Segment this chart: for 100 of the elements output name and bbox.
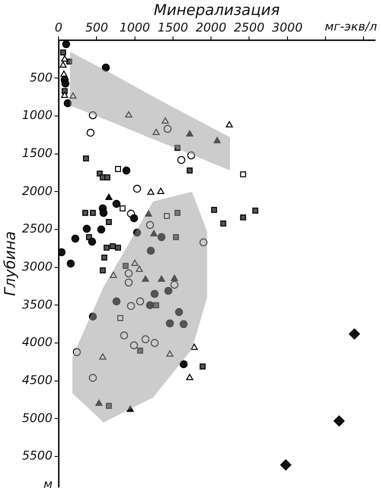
y-tick-label: 2500 [22, 222, 53, 236]
point [104, 174, 110, 180]
point [102, 64, 110, 72]
point [162, 117, 169, 124]
point [170, 280, 178, 289]
point [124, 278, 133, 287]
point [146, 246, 155, 255]
point [187, 151, 196, 160]
point [152, 128, 160, 135]
point [214, 137, 221, 144]
point [142, 275, 149, 282]
point [150, 290, 159, 298]
point [220, 220, 226, 226]
point [146, 221, 154, 230]
point [110, 272, 117, 278]
point [280, 459, 292, 470]
point [180, 320, 188, 328]
point [72, 348, 81, 356]
point [133, 228, 142, 237]
point [101, 254, 108, 261]
point [158, 275, 166, 282]
point [122, 166, 130, 175]
y-tick-label: 5000 [22, 410, 53, 425]
point [58, 248, 66, 256]
point [82, 210, 88, 216]
point [186, 130, 194, 136]
point [166, 350, 174, 357]
point [133, 184, 142, 193]
point [177, 156, 186, 164]
point [157, 188, 164, 194]
point [82, 224, 91, 233]
point [136, 266, 143, 272]
point [97, 226, 106, 234]
point [124, 269, 133, 278]
point [173, 234, 179, 240]
point [60, 70, 68, 77]
point [60, 50, 66, 56]
point [66, 260, 75, 268]
point [348, 328, 360, 340]
point [99, 353, 106, 360]
point [157, 233, 166, 242]
point [112, 297, 120, 306]
point [150, 230, 158, 236]
point [122, 262, 129, 269]
point [170, 274, 178, 281]
point [105, 194, 112, 200]
point [240, 171, 246, 178]
point [71, 234, 80, 243]
y-tick-label: 3500 [22, 297, 53, 312]
point [120, 205, 126, 212]
point [120, 331, 128, 340]
y-tick-label: 4500 [22, 373, 53, 387]
point [240, 214, 246, 220]
point [88, 111, 97, 120]
point [83, 155, 89, 162]
y-tick-label: 3000 [22, 260, 53, 274]
point [100, 267, 106, 274]
point [69, 92, 77, 99]
point [144, 210, 152, 217]
point [200, 364, 206, 370]
point [125, 111, 132, 118]
point [130, 214, 138, 222]
point [153, 302, 160, 308]
point [334, 415, 345, 426]
x-tick-label: 0 [54, 20, 63, 34]
x-tick-label: 1000 [120, 20, 150, 34]
point [147, 188, 154, 195]
point [90, 210, 96, 216]
point [131, 260, 138, 266]
point [115, 166, 121, 172]
point [64, 99, 72, 108]
point [88, 312, 97, 321]
y-tick-label: 4000 [22, 335, 53, 350]
x-tick-label: 1500 [158, 20, 189, 34]
text: м [43, 476, 53, 491]
point [61, 80, 70, 88]
point [211, 206, 218, 213]
point [104, 244, 110, 251]
point [106, 219, 112, 225]
point [115, 244, 121, 251]
point [164, 212, 170, 219]
point [88, 374, 97, 382]
point [174, 210, 180, 216]
point [95, 400, 102, 406]
point [164, 286, 172, 295]
y-tick-label: 1500 [22, 146, 53, 160]
point [186, 374, 194, 380]
x-axis-title: Минерализация [154, 0, 280, 19]
x-tick-label: 2500 [234, 20, 265, 34]
point [226, 121, 233, 128]
point [100, 208, 108, 217]
point [130, 341, 138, 350]
point [126, 406, 134, 412]
y-axis-title: Глубина [0, 231, 19, 296]
point [175, 308, 184, 316]
point [88, 238, 96, 246]
point [174, 144, 180, 151]
x-tick-label: 2000 [196, 20, 227, 34]
point [110, 243, 116, 250]
point [252, 208, 258, 214]
